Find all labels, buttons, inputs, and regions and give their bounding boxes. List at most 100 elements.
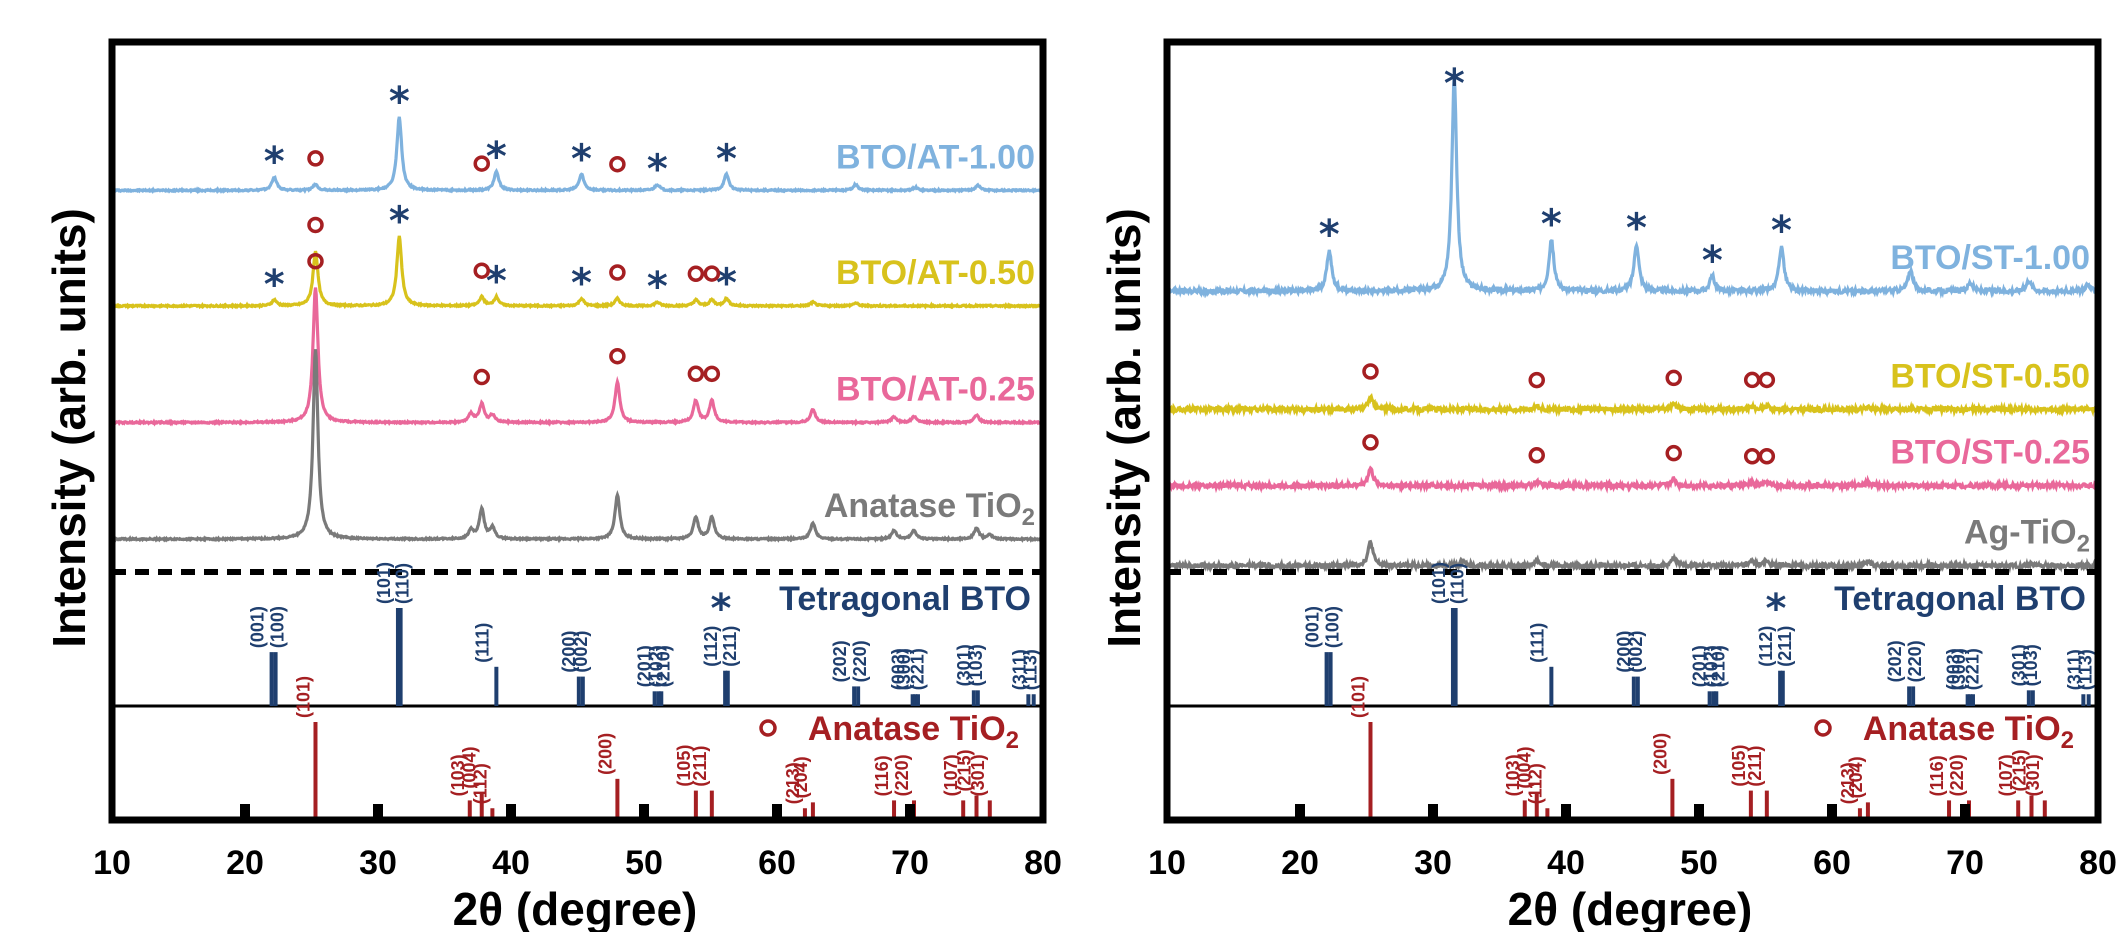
series-label-3: BTO/ST-0.25 [1890,434,2090,472]
bto-hkl-label: (112) [1756,626,1776,667]
bto-hkl-label: (113) [2075,649,2095,690]
legend-anatase-text: Anatase TiO2 [1863,710,2074,754]
bto-peak-marker: * [1444,61,1465,107]
series-line-2 [1167,392,2098,418]
anatase-hkl-label: (220) [1947,754,1967,796]
series-label-2: BTO/ST-0.50 [1890,357,2090,395]
bto-hkl-label: (301) [2009,644,2029,686]
bto-hkl-label: (100) [268,606,288,648]
bto-peak-marker: * [389,79,410,125]
bto-hkl-label: (001) [1303,606,1323,648]
bto-hkl-label: (211) [1775,626,1795,667]
bto-hkl-label: (002) [1626,631,1646,673]
anatase-peak-marker [1665,369,1682,387]
x-tick-mark [1295,804,1305,820]
bto-hkl-label: (102) [1702,645,1722,687]
bto-hkl-label: (112) [701,626,721,667]
bto-peak-marker: * [716,260,737,306]
series-label-4: Anatase TiO2 [824,487,1035,531]
x-tick-label: 10 [1148,844,1186,882]
series-line-1 [1167,75,2098,299]
anatase-hkl-label: (107) [941,754,961,796]
legend-anatase-symbol [1814,719,1832,737]
x-axis-title-right: 2θ (degree) [1508,883,1753,932]
anatase-hkl-label: (215) [2010,749,2030,791]
anatase-peak-marker [687,265,705,283]
anatase-hkl-label: (103) [448,754,468,796]
bto-peak-marker: * [264,262,285,308]
anatase-peak-marker [473,262,490,279]
anatase-peak-marker [609,347,626,365]
bto-peak-marker: * [1702,238,1723,284]
x-tick-label: 50 [1680,844,1718,882]
plot-frame [108,38,1047,824]
legend-bto-symbol: * [711,586,732,632]
anatase-peak-marker [703,265,721,282]
x-tick-label: 20 [226,844,264,882]
x-tick-mark [1960,804,1970,820]
anatase-peak-marker [307,150,324,167]
anatase-hkl-label: (116) [1927,755,1947,796]
bto-peak-marker: * [1771,208,1792,254]
series-line-2 [112,235,1043,310]
bto-hkl-label: (201) [1690,645,1710,687]
anatase-peak-marker [1758,448,1776,465]
anatase-peak-marker [1743,448,1761,465]
bto-hkl-label: (002) [571,631,591,673]
anatase-hkl-label: (004) [1515,747,1535,789]
x-tick-label: 10 [93,844,131,882]
x-axis-title-left: 2θ (degree) [453,883,698,932]
x-tick-mark [772,804,782,820]
bto-hkl-label: (103) [966,644,986,686]
anatase-hkl-label: (220) [892,754,912,796]
anatase-peak-marker [307,216,324,234]
anatase-hkl-label: (200) [1650,733,1670,775]
bto-hkl-label: (211) [720,626,740,667]
y-axis-title-right: Intensity (arb. units) [1098,208,1150,648]
bto-hkl-label: (221) [907,648,927,690]
anatase-hkl-label: (101) [293,676,313,718]
anatase-hkl-label: (112) [470,763,490,804]
bto-hkl-label: (101) [374,562,394,604]
anatase-hkl-label: (103) [1503,754,1523,796]
anatase-hkl-label: (204) [1846,756,1866,798]
anatase-hkl-label: (213) [783,762,803,804]
bto-peak-marker: * [647,146,668,192]
bto-hkl-label: (001) [248,606,268,648]
panel-left: * * * * * * BTO/AT-1.00 * * * * * * BTO/AT-0.50 BTO/AT… [93,38,1062,882]
anatase-hkl-label: (301) [2023,754,2043,796]
panel-right: * * * * * * BTO/ST-1.00 BTO/ST-0.50 BTO/ST-0.25 A… [1148,38,2117,882]
x-tick-mark [1561,804,1571,820]
x-tick-mark [373,804,383,820]
bto-hkl-label: (200) [559,631,579,673]
bto-peak-marker: * [647,264,668,310]
anatase-peak-marker [473,368,490,386]
anatase-hkl-label: (213) [1838,762,1858,804]
x-tick-label: 50 [625,844,663,882]
series-line-4 [112,349,1043,544]
x-tick-mark [1428,804,1438,820]
bto-hkl-label: (301) [954,644,974,686]
anatase-peak-marker [609,155,626,173]
anatase-hkl-label: (105) [674,745,694,787]
anatase-hkl-label: (101) [1348,676,1368,718]
bto-hkl-label: (100) [1323,606,1343,648]
legend-bto-text: Tetragonal BTO [1834,580,2086,618]
anatase-peak-marker [1758,371,1776,389]
x-tick-label: 60 [758,844,796,882]
bto-hkl-label: (201) [635,645,655,687]
anatase-hkl-label: (004) [460,747,480,789]
anatase-peak-marker [1362,363,1379,380]
x-tick-mark [1694,804,1704,820]
anatase-peak-marker [1528,447,1545,464]
x-tick-label: 70 [1946,844,1984,882]
anatase-hkl-label: (301) [968,754,988,796]
x-tick-mark [506,804,516,820]
x-tick-label: 20 [1281,844,1319,882]
x-tick-label: 60 [1813,844,1851,882]
anatase-peak-marker [1665,444,1682,462]
anatase-hkl-label: (211) [690,746,710,787]
x-tick-label: 30 [1414,844,1452,882]
bto-hkl-label: (202) [1885,640,1905,682]
bto-hkl-label: (300) [894,648,914,690]
